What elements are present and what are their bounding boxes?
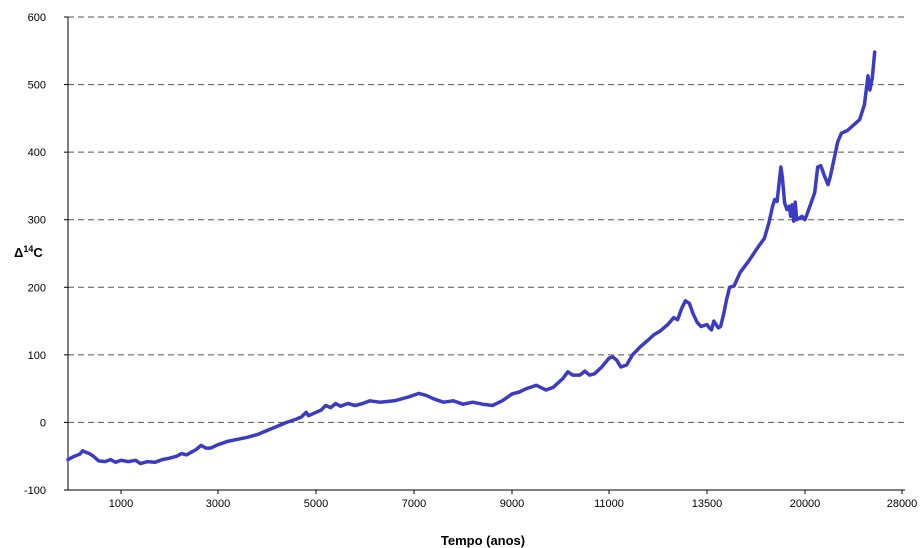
y-axis-label-base: Δ <box>14 245 23 260</box>
gridlines <box>68 16 905 423</box>
x-tick-label: 13500 <box>692 498 723 510</box>
y-axis-label-tail: C <box>33 245 43 260</box>
y-tick-label: 0 <box>40 417 46 429</box>
y-tick-label: -100 <box>24 485 46 497</box>
x-tick-label: 11000 <box>594 498 624 510</box>
x-axis-label: Tempo (anos) <box>441 533 525 548</box>
series-group <box>66 50 877 466</box>
x-tick-label: 5000 <box>304 498 328 510</box>
x-tick-label: 3000 <box>206 498 230 510</box>
x-tick-label: 20000 <box>790 498 821 510</box>
y-tick-label: 300 <box>28 215 46 227</box>
x-axis-ticks: 1000 3000 5000 7000 9000 11000 13500 20000 28000 <box>109 490 918 510</box>
y-axis-label-superscript: 14 <box>23 244 33 254</box>
y-tick-label: 600 <box>28 12 46 24</box>
y-tick-label: 100 <box>28 350 46 362</box>
y-tick-label: 200 <box>28 282 46 294</box>
x-tick-label: 28000 <box>887 498 918 510</box>
y-axis-ticks: -100 0 100 200 300 400 500 600 <box>24 12 68 497</box>
x-tick-label: 1000 <box>109 498 133 510</box>
y-tick-label: 500 <box>28 80 46 92</box>
x-tick-label: 7000 <box>402 498 426 510</box>
y-tick-label: 400 <box>28 147 46 159</box>
x-tick-label: 9000 <box>500 498 524 510</box>
y-axis-label: Δ14C <box>14 244 43 260</box>
series-line <box>66 50 877 466</box>
